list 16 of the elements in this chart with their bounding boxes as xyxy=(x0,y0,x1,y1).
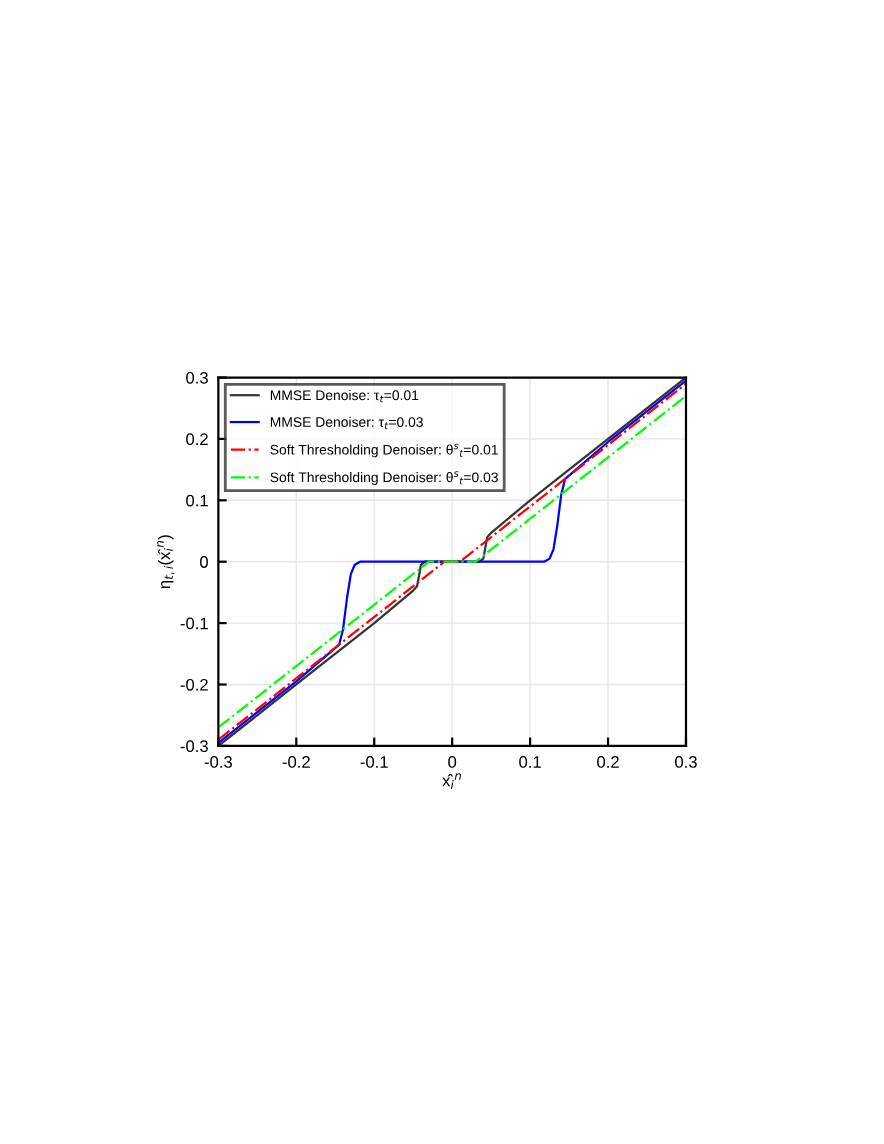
x-tick-label: 0.1 xyxy=(519,756,541,768)
y-tick-label: -0.1 xyxy=(180,617,208,630)
x-tick-label: 0.3 xyxy=(675,756,697,768)
x-tick-label: -0.2 xyxy=(282,756,310,768)
y-tick-label: 0.3 xyxy=(186,371,208,384)
y-tick-label: -0.2 xyxy=(180,678,208,691)
x-tick-label: -0.3 xyxy=(204,756,232,768)
y-axis-title: η$_{t,i}$(x̂$_{i}$$^{n}$) xyxy=(157,535,175,589)
y-tick-label: 0 xyxy=(200,556,208,568)
y-tick-label: 0.2 xyxy=(186,433,208,446)
x-tick-label: 0 xyxy=(448,756,457,768)
y-tick-label: 0.1 xyxy=(186,494,208,507)
x-tick-label: -0.1 xyxy=(360,756,388,768)
x-axis-title: x̂$_{i}$$^{n}$ xyxy=(442,773,461,789)
y-tick-label: -0.3 xyxy=(180,740,208,753)
x-tick-label: 0.2 xyxy=(597,756,619,768)
